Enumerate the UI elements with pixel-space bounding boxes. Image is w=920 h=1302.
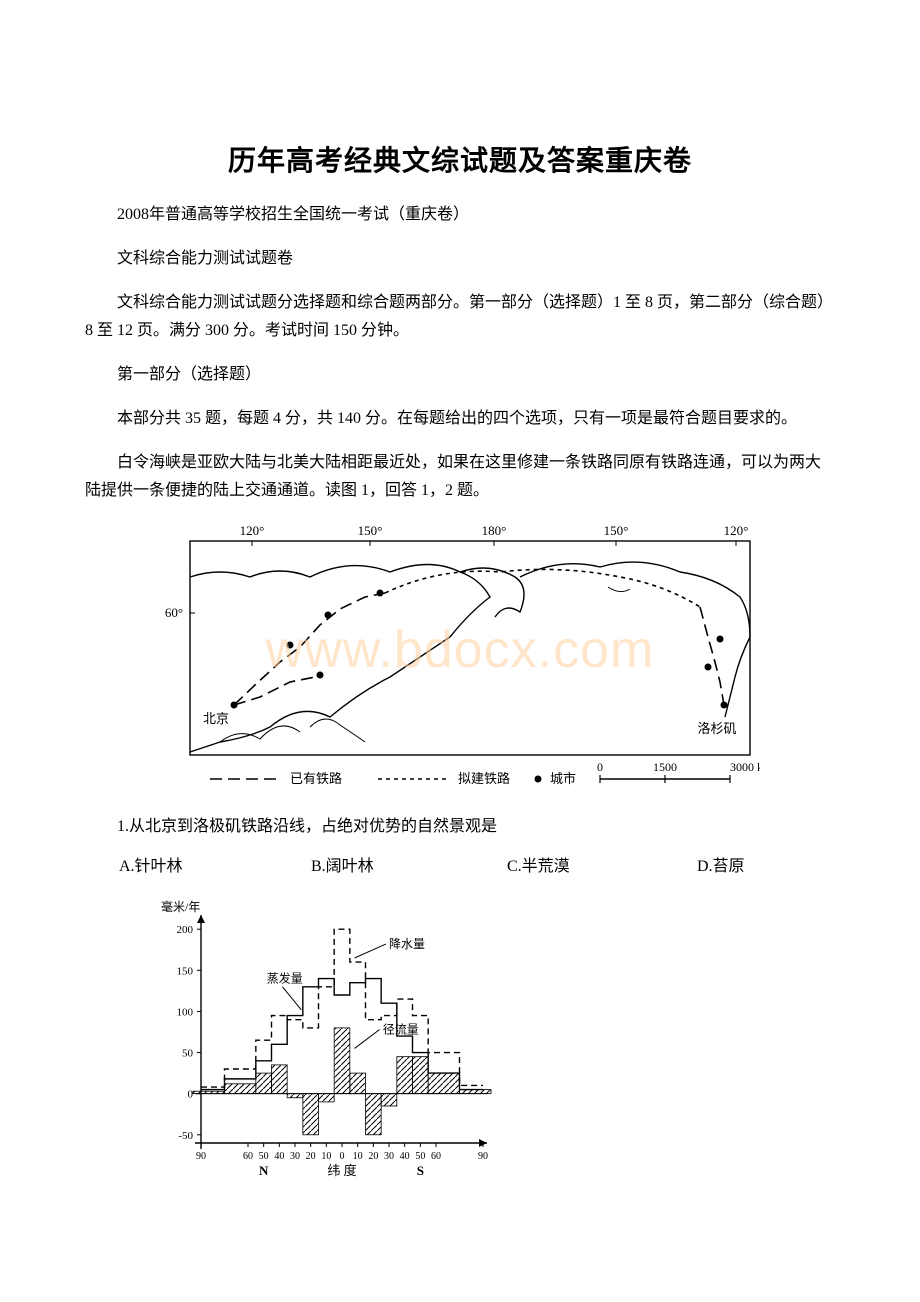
svg-text:0: 0 [188,1088,194,1100]
svg-text:0: 0 [340,1151,345,1162]
map-figure: 120° 150° 180° 150° 120° 60° 北京洛杉矶已有铁路 拟建铁路 城市 0 1… [160,517,760,797]
paragraph-intro-2: 文科综合能力测试试题卷 [85,245,835,273]
svg-text:120°: 120° [240,523,265,538]
svg-text:100: 100 [177,1006,194,1018]
svg-text:降水量: 降水量 [389,937,425,951]
svg-text:30: 30 [384,1151,394,1162]
option-a: A.针叶林 [119,853,311,881]
svg-text:20: 20 [368,1151,378,1162]
svg-text:180°: 180° [482,523,507,538]
paragraph-section-1: 第一部分（选择题） [85,361,835,389]
svg-text:S: S [417,1163,424,1178]
svg-text:毫米/年: 毫米/年 [161,899,200,914]
svg-text:60°: 60° [165,605,183,620]
svg-text:N: N [259,1163,269,1178]
svg-text:50: 50 [259,1151,269,1162]
svg-text:纬 度: 纬 度 [327,1163,356,1178]
svg-text:径流量: 径流量 [383,1022,419,1036]
svg-text:120°: 120° [724,523,749,538]
precipitation-chart: -50050100150200毫米/年906050403020100102030… [143,891,503,1191]
svg-text:90: 90 [478,1151,488,1162]
svg-text:60: 60 [431,1151,441,1162]
option-d: D.苔原 [697,853,837,881]
svg-text:蒸发量: 蒸发量 [267,970,303,985]
svg-text:洛杉矶: 洛杉矶 [697,721,736,736]
question-1: 1.从北京到洛极矶铁路沿线，占绝对优势的自然景观是 [85,813,835,841]
svg-text:-50: -50 [178,1130,193,1142]
svg-text:30: 30 [290,1151,300,1162]
paragraph-intro-1: 2008年普通高等学校招生全国统一考试（重庆卷） [85,201,835,229]
svg-text:150: 150 [177,965,194,977]
svg-text:150°: 150° [604,523,629,538]
paragraph-context: 白令海峡是亚欧大陆与北美大陆相距最近处，如果在这里修建一条铁路同原有铁路连通，可… [85,449,835,505]
svg-text:60: 60 [243,1151,253,1162]
svg-text:150°: 150° [358,523,383,538]
svg-text:90: 90 [196,1151,206,1162]
svg-text:10: 10 [321,1151,331,1162]
svg-text:40: 40 [274,1151,284,1162]
svg-text:已有铁路: 已有铁路 [290,771,342,786]
svg-text:20: 20 [306,1151,316,1162]
svg-text:10: 10 [353,1151,363,1162]
svg-text:40: 40 [400,1151,410,1162]
svg-text:拟建铁路: 拟建铁路 [458,771,510,786]
svg-text:1500: 1500 [653,760,677,774]
svg-text:0: 0 [597,760,603,774]
svg-text:北京: 北京 [203,711,229,726]
option-c: C.半荒漠 [507,853,697,881]
svg-text:50: 50 [415,1151,425,1162]
question-1-options: A.针叶林 B.阔叶林 C.半荒漠 D.苔原 [85,853,835,881]
paragraph-instructions: 本部分共 35 题，每题 4 分，共 140 分。在每题给出的四个选项，只有一项… [85,405,835,433]
svg-text:50: 50 [182,1047,194,1059]
svg-text:200: 200 [177,924,194,936]
option-b: B.阔叶林 [311,853,507,881]
svg-text:城市: 城市 [550,771,576,786]
paragraph-intro-3: 文科综合能力测试试题分选择题和综合题两部分。第一部分（选择题）1 至 8 页，第… [85,289,835,345]
page-title: 历年高考经典文综试题及答案重庆卷 [85,139,835,179]
svg-text:3000 km: 3000 km [730,760,760,774]
